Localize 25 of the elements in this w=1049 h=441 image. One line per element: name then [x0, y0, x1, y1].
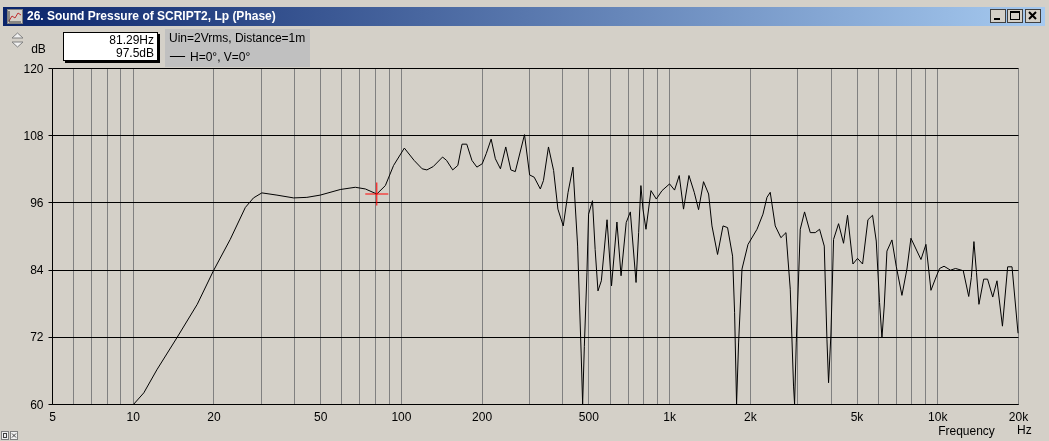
x-tick-label: 10k: [928, 409, 949, 424]
y-axis-title: dB: [31, 41, 46, 56]
x-tick-label: 50: [314, 409, 328, 424]
chart-title: 26. Sound Pressure of SCRIPT2, Lp (Phase): [27, 9, 276, 24]
x-tick-label: 5k: [850, 409, 865, 424]
x-tick-label: 200: [472, 409, 493, 424]
readout-box: 81.29Hz 97.5dB: [63, 32, 158, 61]
x-axis-title: Frequency: [938, 423, 995, 438]
y-tick-label: 96: [30, 195, 44, 210]
x-tick-label: 20k: [1008, 409, 1030, 424]
text: Hz: [1017, 423, 1032, 437]
y-tick-label: 84: [30, 263, 44, 278]
y-tick-label: 72: [30, 330, 44, 345]
y-tick-label: 120: [23, 61, 44, 76]
x-tick-label: 2k: [743, 409, 758, 424]
y-tick-label: 60: [30, 397, 44, 412]
legend-title: Uin=2Vrms, Distance=1m: [169, 31, 306, 45]
x-tick-label: 100: [391, 409, 412, 424]
x-tick-label: 10: [126, 409, 141, 424]
x-tick-label: 5: [49, 409, 57, 424]
x-tick-label: 1k: [663, 409, 677, 424]
x-tick-label: 20: [207, 409, 221, 424]
y-tick-label: 108: [23, 128, 44, 143]
legend-label: H=0°, V=0°: [190, 49, 251, 64]
x-tick-label: 500: [578, 409, 600, 424]
